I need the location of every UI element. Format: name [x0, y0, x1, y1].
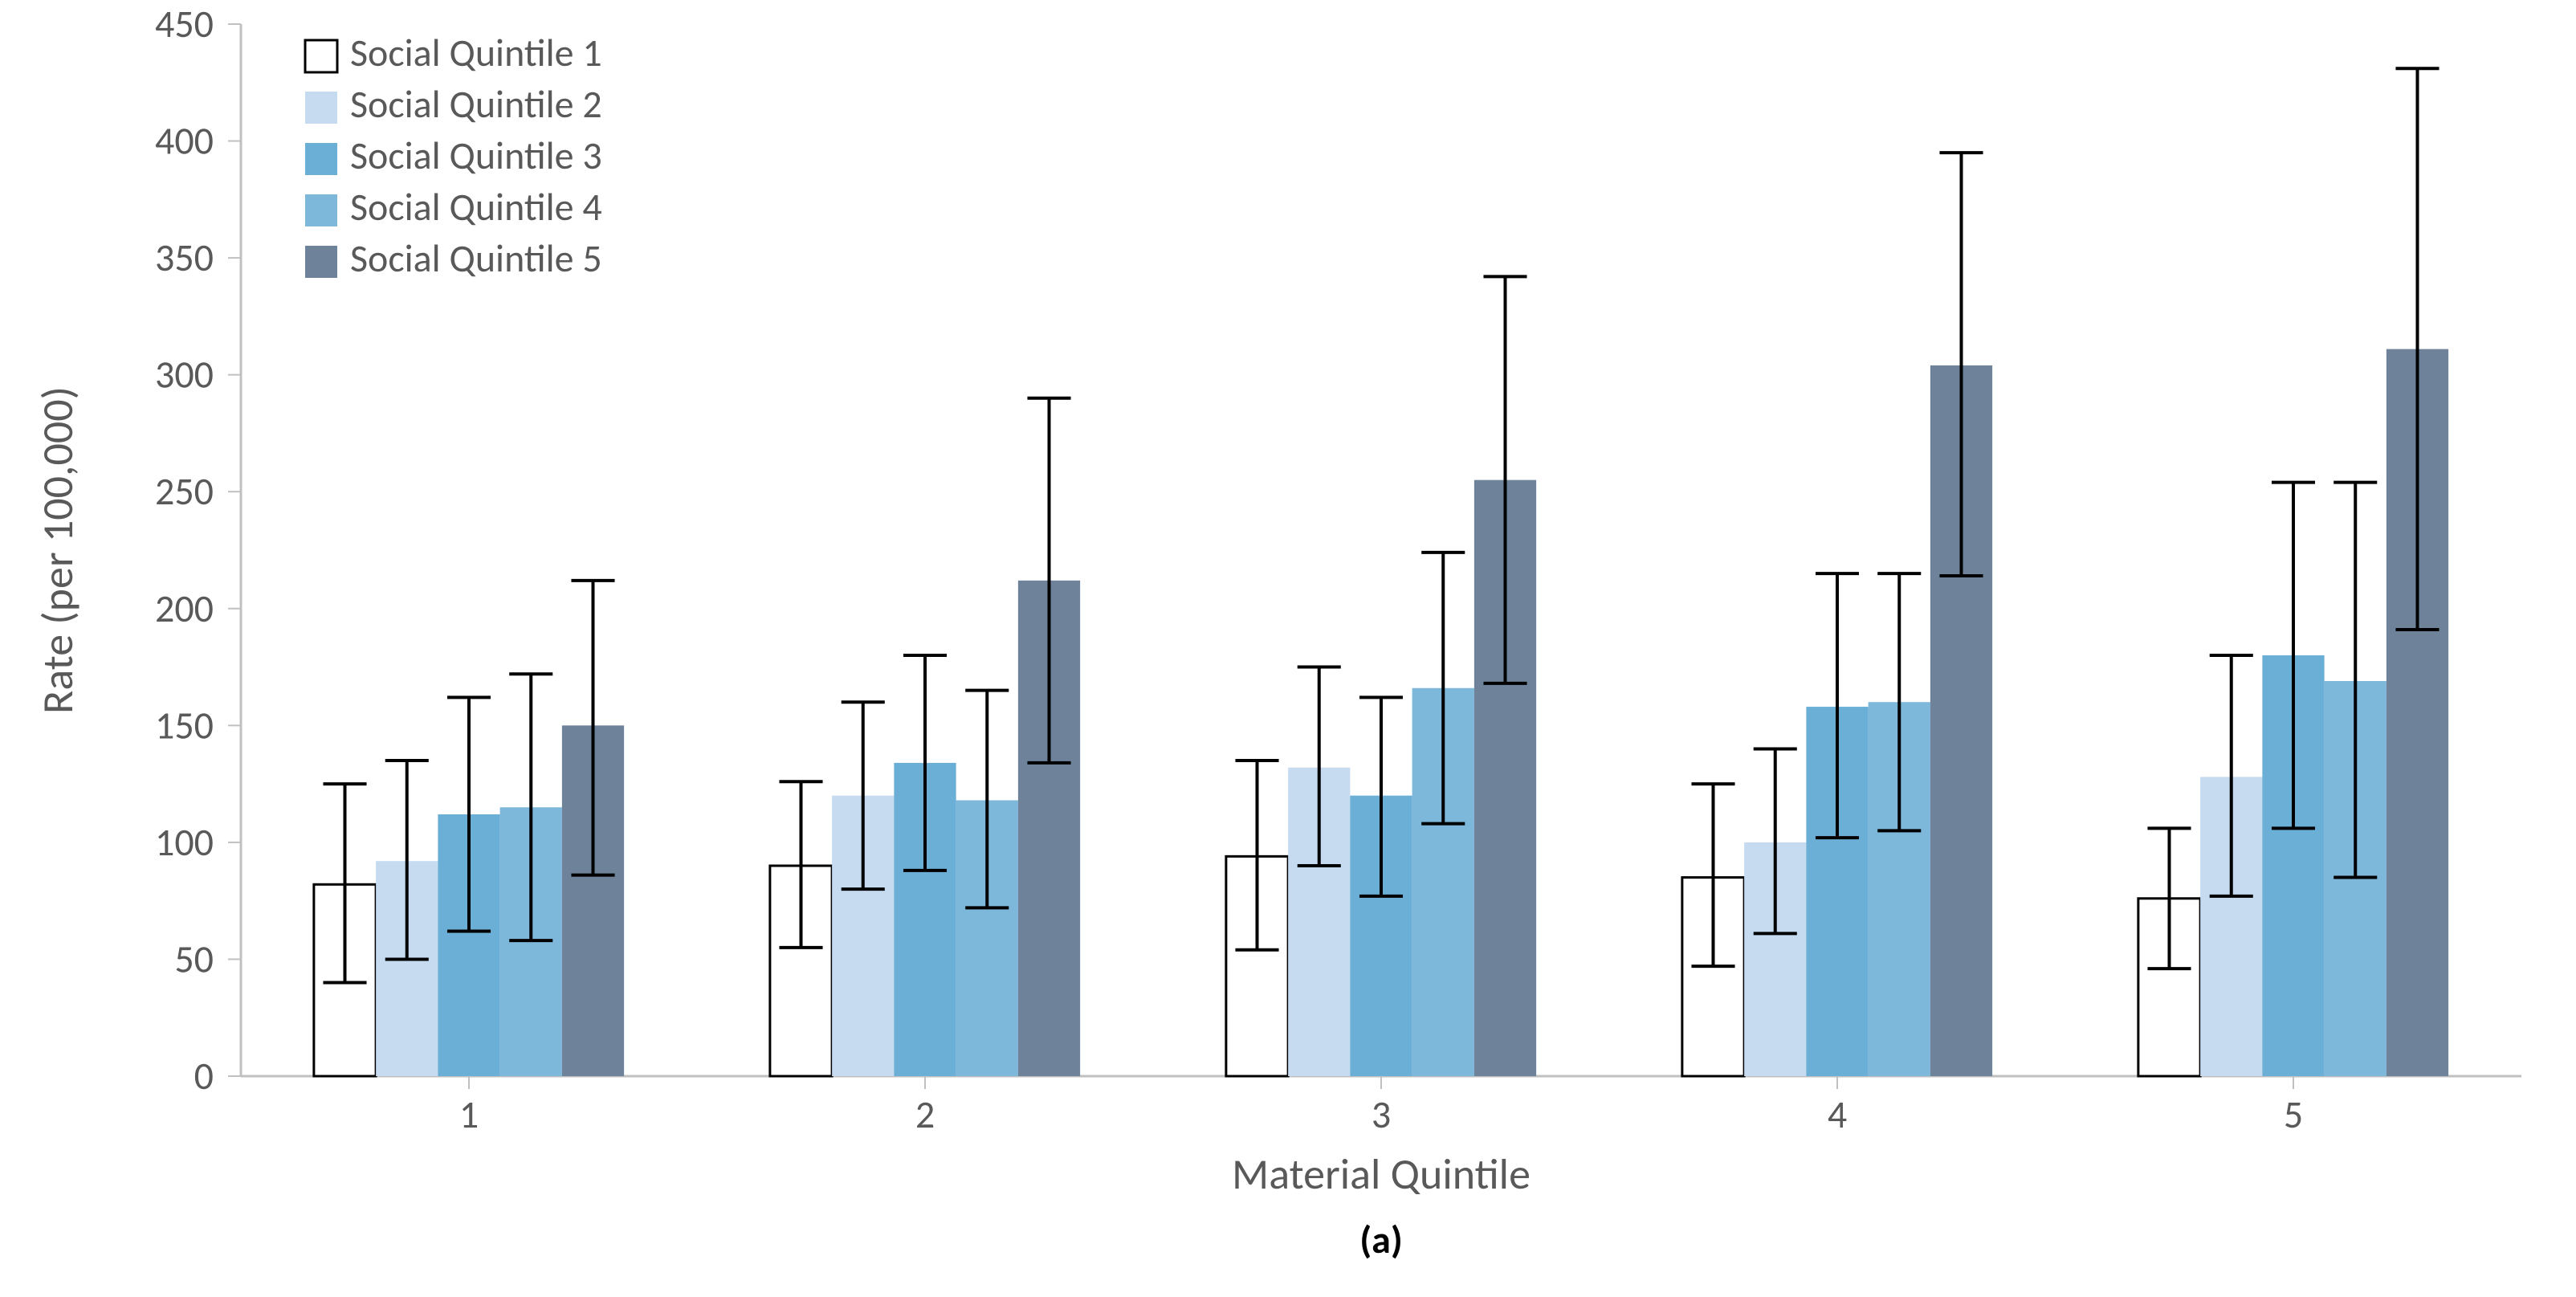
y-tick-label: 350 [155, 234, 214, 281]
y-tick-label: 0 [194, 1052, 214, 1099]
x-tick-label: 3 [1372, 1091, 1391, 1138]
y-tick-label: 250 [155, 467, 214, 515]
y-tick-label: 300 [155, 351, 214, 398]
x-tick-label: 5 [2284, 1091, 2303, 1138]
legend-label: Social Quintile 5 [350, 235, 602, 282]
x-tick-label: 1 [459, 1091, 479, 1138]
x-tick-label: 2 [915, 1091, 935, 1138]
legend-label: Social Quintile 2 [350, 80, 602, 128]
x-axis-label: Material Quintile [1232, 1148, 1531, 1201]
legend-label: Social Quintile 4 [350, 183, 602, 230]
x-tick-label: 4 [1828, 1091, 1847, 1138]
y-axis-label: Rate (per 100,000) [31, 386, 84, 714]
bar-chart: 0 50 100 150 200 250 300 350 400 450 1 2 3 4 5 Material… [0, 0, 2576, 1297]
legend-swatch [305, 92, 337, 124]
legend-swatch [305, 40, 337, 72]
y-tick-label: 400 [155, 117, 214, 165]
y-tick-label: 450 [155, 0, 214, 47]
legend-label: Social Quintile 1 [350, 29, 602, 76]
chart-container: 0 50 100 150 200 250 300 350 400 450 1 2 3 4 5 Material… [0, 0, 2576, 1297]
legend-swatch [305, 246, 337, 278]
sub-caption: (a) [1359, 1216, 1403, 1263]
legend-swatch [305, 194, 337, 226]
y-tick-label: 50 [174, 935, 214, 982]
legend-swatch [305, 143, 337, 175]
y-tick-label: 100 [155, 818, 214, 866]
y-tick-label: 200 [155, 585, 214, 632]
legend-label: Social Quintile 3 [350, 132, 602, 179]
y-tick-label: 150 [155, 701, 214, 748]
